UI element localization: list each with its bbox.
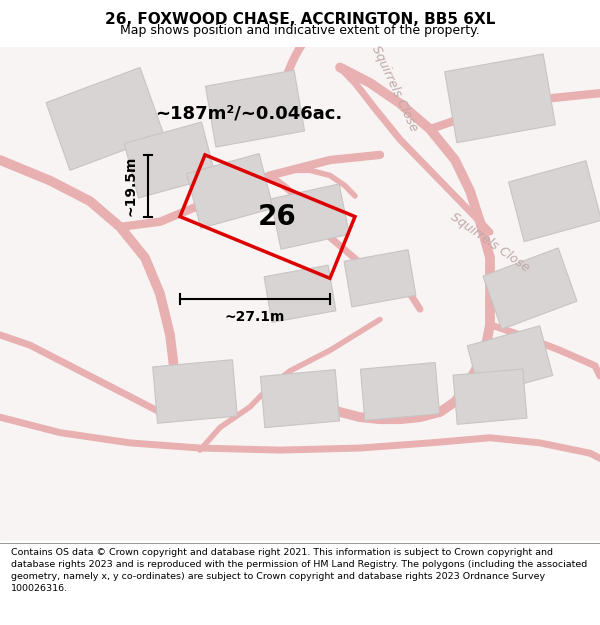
Polygon shape: [153, 360, 237, 423]
Text: Contains OS data © Crown copyright and database right 2021. This information is : Contains OS data © Crown copyright and d…: [11, 548, 587, 592]
Polygon shape: [361, 362, 440, 421]
Polygon shape: [46, 68, 164, 170]
Polygon shape: [187, 154, 274, 228]
Polygon shape: [467, 326, 553, 396]
Text: 26: 26: [258, 202, 297, 231]
Polygon shape: [205, 70, 305, 147]
Polygon shape: [445, 54, 556, 142]
Polygon shape: [124, 122, 216, 198]
Polygon shape: [509, 161, 600, 242]
Polygon shape: [453, 369, 527, 424]
Text: 26, FOXWOOD CHASE, ACCRINGTON, BB5 6XL: 26, FOXWOOD CHASE, ACCRINGTON, BB5 6XL: [105, 12, 495, 27]
Text: ~27.1m: ~27.1m: [225, 311, 285, 324]
Polygon shape: [260, 370, 340, 428]
Polygon shape: [271, 184, 349, 249]
Polygon shape: [344, 250, 416, 307]
Text: Squirrels Close: Squirrels Close: [370, 43, 421, 133]
Text: Squirrels Close: Squirrels Close: [448, 210, 532, 274]
Text: ~187m²/~0.046ac.: ~187m²/~0.046ac.: [155, 105, 342, 122]
Polygon shape: [483, 248, 577, 329]
Text: Map shows position and indicative extent of the property.: Map shows position and indicative extent…: [120, 24, 480, 36]
Text: ~19.5m: ~19.5m: [124, 156, 138, 216]
Polygon shape: [264, 265, 336, 322]
